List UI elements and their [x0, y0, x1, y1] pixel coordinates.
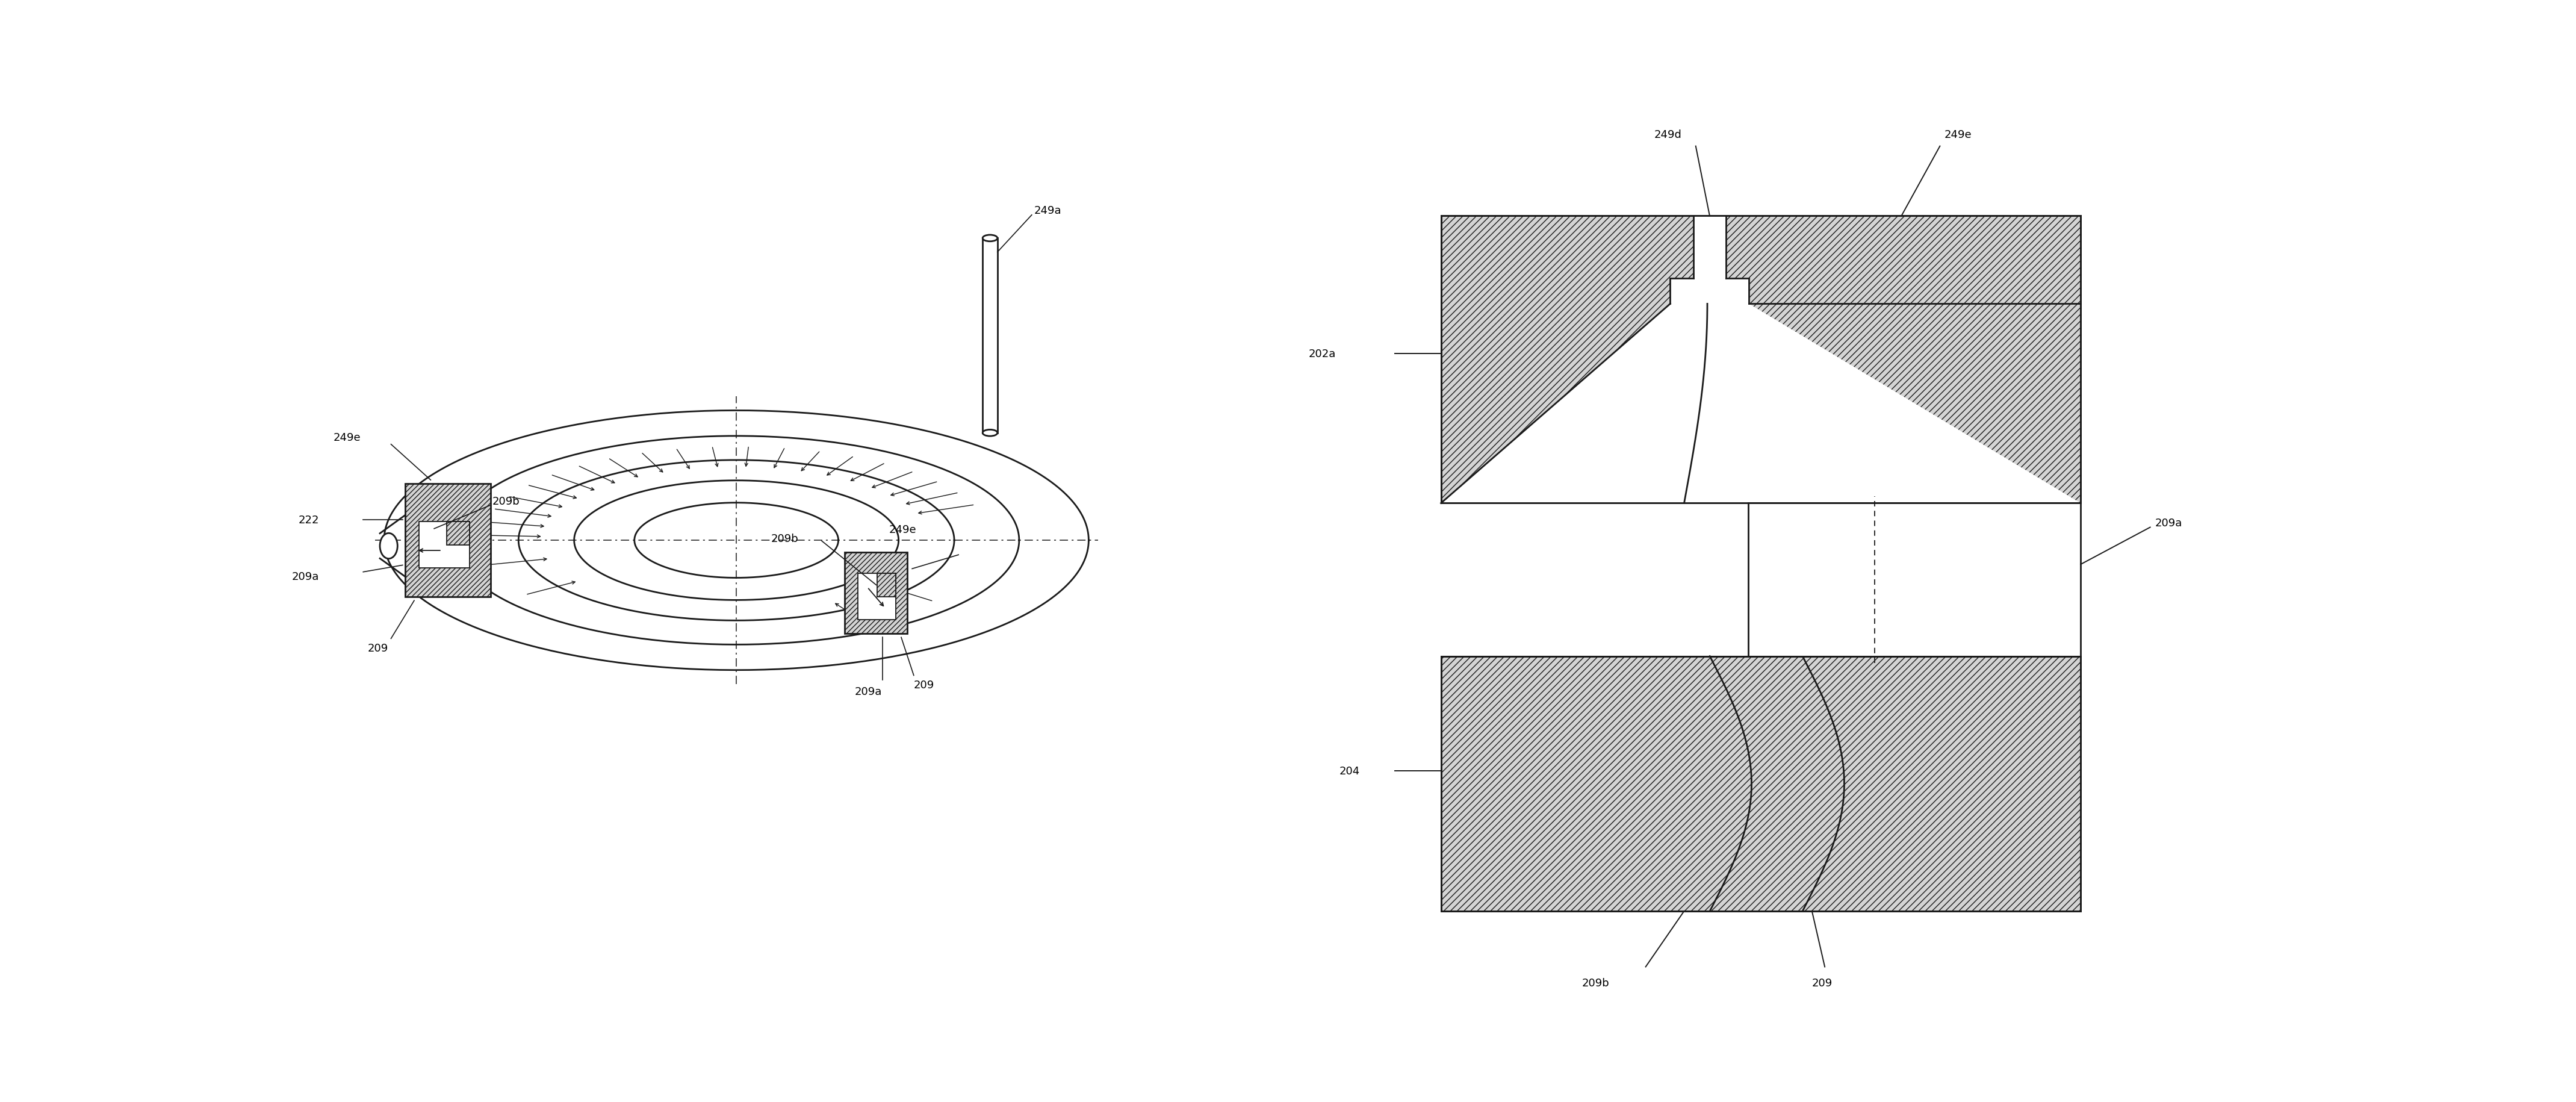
- Bar: [446, 522, 469, 545]
- Bar: [845, 553, 907, 634]
- Bar: [1749, 504, 2081, 657]
- Text: 249e: 249e: [1945, 130, 1973, 140]
- Text: 209b: 209b: [492, 496, 520, 507]
- Text: 209b: 209b: [1582, 977, 1610, 988]
- Bar: [420, 522, 469, 569]
- Text: 249a: 249a: [1033, 205, 1061, 216]
- Text: 249e: 249e: [332, 432, 361, 443]
- Text: 204: 204: [1340, 766, 1360, 777]
- Bar: [858, 574, 896, 620]
- Text: 209b: 209b: [770, 533, 799, 544]
- Text: 209: 209: [914, 680, 935, 690]
- Text: 222: 222: [299, 515, 319, 526]
- Text: 209a: 209a: [2154, 518, 2182, 528]
- Text: 209a: 209a: [855, 687, 881, 698]
- Bar: [981, 238, 997, 433]
- Polygon shape: [1440, 216, 2081, 504]
- Ellipse shape: [981, 236, 997, 241]
- Text: 209: 209: [368, 642, 389, 653]
- Text: 209a: 209a: [291, 571, 319, 582]
- Bar: [404, 484, 489, 597]
- Text: 249d: 249d: [1654, 130, 1682, 140]
- Text: 202a: 202a: [1309, 348, 1337, 359]
- Bar: [1692, 216, 1726, 279]
- Bar: [1440, 657, 2081, 911]
- Text: 209: 209: [1811, 977, 1832, 988]
- Text: 249e: 249e: [889, 525, 917, 534]
- Bar: [876, 574, 896, 597]
- Ellipse shape: [379, 533, 397, 559]
- Bar: [1669, 279, 1749, 304]
- Ellipse shape: [981, 430, 997, 436]
- Bar: [1440, 216, 2081, 504]
